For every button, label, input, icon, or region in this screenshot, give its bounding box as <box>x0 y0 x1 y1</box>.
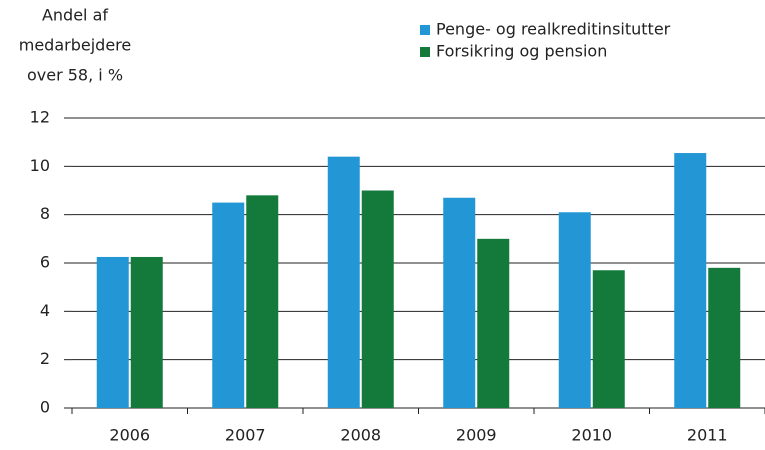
legend-label: Forsikring og pension <box>436 42 607 61</box>
y-tick-label: 10 <box>30 156 50 175</box>
bar <box>361 190 394 408</box>
y-axis-label: Andel af <box>42 6 108 25</box>
bar <box>327 156 360 408</box>
bar <box>212 202 245 408</box>
x-tick-label: 2006 <box>109 426 150 445</box>
bar <box>558 212 591 408</box>
x-tick-label: 2007 <box>225 426 266 445</box>
bar <box>592 270 625 408</box>
x-tick-label: 2010 <box>571 426 612 445</box>
bar <box>477 238 510 408</box>
y-tick-label: 6 <box>40 253 50 272</box>
y-tick-label: 0 <box>40 398 50 417</box>
x-tick-label: 2011 <box>687 426 728 445</box>
y-tick-label: 12 <box>30 108 50 127</box>
bar <box>246 195 279 408</box>
bar <box>130 256 163 408</box>
bar <box>96 256 129 408</box>
y-axis-label: over 58, i % <box>27 66 123 85</box>
legend-swatch <box>420 25 430 35</box>
x-tick-label: 2008 <box>340 426 381 445</box>
legend-swatch <box>420 47 430 57</box>
y-tick-label: 4 <box>40 301 50 320</box>
y-tick-label: 2 <box>40 349 50 368</box>
bar <box>674 153 707 408</box>
bar <box>443 197 476 408</box>
legend-label: Penge- og realkreditinsitutter <box>436 20 671 39</box>
y-axis-label: medarbejdere <box>19 36 131 55</box>
x-tick-label: 2009 <box>456 426 497 445</box>
y-tick-label: 8 <box>40 204 50 223</box>
bar <box>708 267 741 408</box>
